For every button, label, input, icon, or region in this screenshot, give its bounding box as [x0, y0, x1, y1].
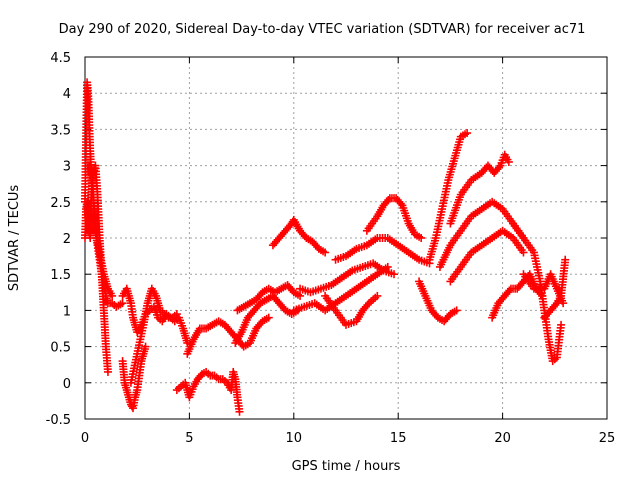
- data-point: [561, 255, 570, 264]
- grid-lines: [85, 57, 607, 419]
- data-point-sample: [505, 286, 514, 295]
- data-point: [103, 367, 112, 376]
- data-point: [118, 299, 127, 308]
- data-point: [321, 248, 330, 257]
- data-point: [296, 291, 305, 300]
- y-tick-label: 0: [63, 377, 71, 392]
- data-point: [172, 310, 181, 319]
- y-tick-label: 4: [63, 87, 71, 102]
- data-point-sample: [494, 163, 503, 172]
- data-point-sample: [551, 300, 560, 309]
- y-tick-label: -0.5: [46, 413, 71, 428]
- data-point: [452, 306, 461, 315]
- data-point: [235, 407, 244, 416]
- data-points: [81, 78, 570, 416]
- data-point: [383, 262, 392, 271]
- data-point: [417, 234, 426, 242]
- x-tick-label: 20: [494, 431, 511, 446]
- x-tick-label: 25: [599, 431, 616, 446]
- data-point: [557, 320, 566, 329]
- y-tick-label: 3: [63, 160, 71, 175]
- data-point: [390, 270, 399, 279]
- y-tick-label: 0.5: [50, 341, 71, 356]
- data-point: [264, 313, 273, 322]
- x-tick-label: 5: [185, 431, 193, 446]
- x-tick-label: 15: [390, 431, 407, 446]
- x-tick-label: 0: [81, 431, 89, 446]
- y-tick-label: 4.5: [50, 51, 71, 66]
- x-axis-label: GPS time / hours: [292, 459, 401, 474]
- y-tick-label: 1.5: [50, 268, 71, 283]
- data-point-sample: [396, 199, 405, 208]
- data-point-sample: [363, 300, 372, 309]
- x-tick-label: 10: [286, 431, 303, 446]
- data-point: [504, 157, 513, 166]
- axis-ticks: 0 5 10 15 20 25 -0.5 0 0.5 1 1.5 2 2.5 3 3.5 4 4.5: [46, 51, 616, 446]
- y-tick-label: 3.5: [50, 123, 71, 138]
- y-axis-label: SDTVAR / TECUs: [7, 185, 22, 292]
- data-point: [108, 291, 117, 300]
- y-tick-label: 2.5: [50, 196, 71, 211]
- data-point: [373, 291, 382, 300]
- chart-title: Day 290 of 2020, Sidereal Day-to-day VTE…: [59, 22, 586, 37]
- data-point: [141, 342, 150, 351]
- y-tick-label: 1: [63, 304, 71, 319]
- data-point: [463, 129, 472, 138]
- data-point: [519, 248, 528, 257]
- data-point-sample: [384, 195, 393, 204]
- y-tick-label: 2: [63, 232, 71, 247]
